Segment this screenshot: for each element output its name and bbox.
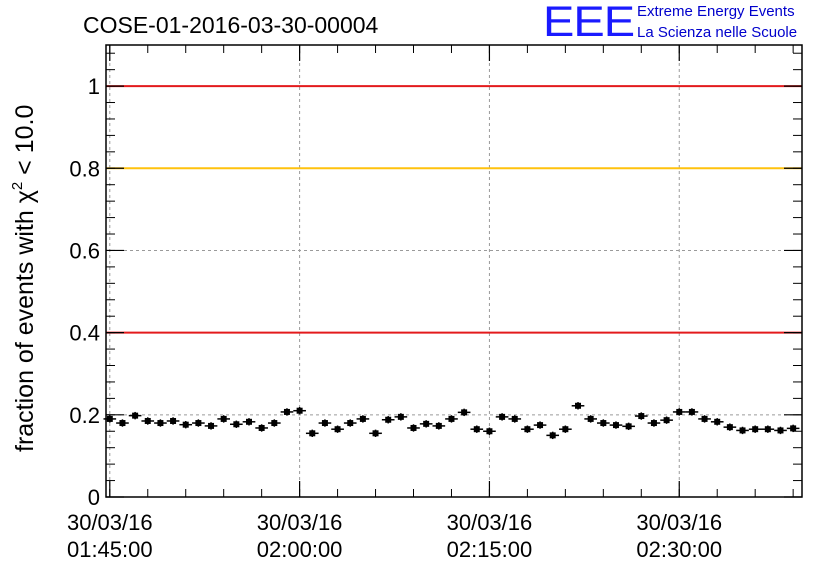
data-point [381,416,395,424]
data-point [154,419,167,427]
data-point [774,426,787,435]
data-point [432,422,446,430]
data-points [103,402,800,440]
data-point [786,424,800,433]
data-point [242,418,256,426]
data-point [622,422,635,431]
data-point [698,415,711,423]
data-point [407,424,420,432]
data-point [267,419,281,427]
y-tick-label: 0.8 [69,156,100,181]
data-point [116,419,129,427]
y-tick-label: 0 [88,485,100,510]
y-tick-label: 1 [88,74,100,99]
data-point [280,408,294,416]
data-point [596,419,610,427]
y-tick-label: 0.6 [69,238,100,263]
y-axis-label-main: fraction of events with χ [11,190,39,452]
data-point [166,417,180,425]
logo-line-1: Extreme Energy Events [637,3,795,20]
data-point [609,421,623,429]
x-tick-label-date: 30/03/16 [447,510,533,535]
eee-logo: EEE [543,0,635,46]
tick-labels: 00.20.40.60.8130/03/1601:45:0030/03/1602… [67,74,722,562]
data-point [318,419,332,427]
data-point [533,421,547,429]
data-point [369,429,382,438]
data-point [761,425,775,433]
chart-title: COSE-01-2016-03-30-00004 [83,12,379,38]
data-point [419,420,433,428]
y-tick-label: 0.4 [69,321,100,346]
data-point [141,417,155,425]
data-point [546,431,560,440]
data-point [445,415,458,423]
data-point [305,429,319,438]
data-point [331,425,344,433]
x-tick-label-time: 01:45:00 [67,537,153,562]
data-point [723,423,737,431]
data-point [521,425,534,433]
y-axis-label-sup: 2 [9,182,26,190]
data-point [343,419,357,427]
x-tick-label-time: 02:30:00 [636,537,722,562]
data-point [634,412,648,420]
data-point [584,415,597,423]
data-point [736,426,749,435]
data-point [672,408,686,416]
plot-frame [105,44,803,498]
data-point [748,425,762,433]
data-point [685,408,699,416]
data-point [293,407,306,415]
y-axis-label-tail: < 10.0 [11,105,39,182]
x-tick-label-time: 02:15:00 [447,537,533,562]
reference-lines [106,85,802,334]
data-point [356,415,370,423]
data-point [710,418,724,426]
x-tick-label-date: 30/03/16 [67,510,153,535]
data-point [559,425,572,433]
data-point [571,402,585,410]
data-point [660,416,673,424]
data-point [470,425,484,433]
logo-line-2: La Scienza nelle Scuole [637,24,798,41]
x-tick-label-date: 30/03/16 [257,510,343,535]
data-point [394,413,408,421]
x-tick-label-time: 02:00:00 [257,537,343,562]
data-point [179,420,193,429]
data-point [217,415,231,423]
y-axis-label: fraction of events with χ2 < 10.0 [9,105,39,452]
data-point [204,422,218,430]
y-tick-label: 0.2 [69,403,100,428]
data-point [255,424,268,432]
data-point [508,415,522,423]
data-point [483,427,496,435]
data-point [457,408,471,417]
data-point [647,419,661,427]
data-point [192,419,205,427]
data-point [495,413,509,421]
data-point [230,420,243,428]
x-tick-label-date: 30/03/16 [636,510,722,535]
axis-ticks [106,45,802,498]
data-point [128,411,142,420]
